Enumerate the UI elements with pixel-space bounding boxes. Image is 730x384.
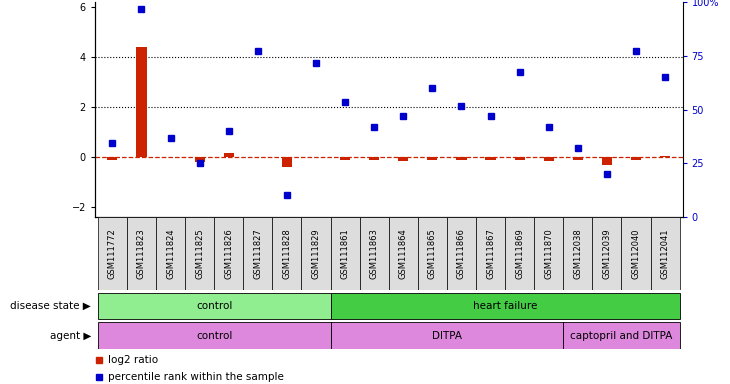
Text: agent ▶: agent ▶ <box>50 331 91 341</box>
Text: GSM111825: GSM111825 <box>195 228 204 279</box>
Bar <box>621 217 650 290</box>
Bar <box>515 157 525 160</box>
Bar <box>389 217 418 290</box>
Text: GSM111824: GSM111824 <box>166 228 175 279</box>
Bar <box>485 157 496 160</box>
Text: GSM112038: GSM112038 <box>573 228 583 279</box>
Text: control: control <box>196 301 232 311</box>
Bar <box>564 217 592 290</box>
Text: GDS2174 / 12035: GDS2174 / 12035 <box>95 0 206 1</box>
Text: GSM111863: GSM111863 <box>369 228 379 279</box>
Bar <box>98 322 331 349</box>
Bar <box>592 217 621 290</box>
Bar <box>427 157 437 160</box>
Bar <box>447 217 476 290</box>
Bar <box>331 293 680 319</box>
Bar <box>331 217 360 290</box>
Bar <box>272 217 301 290</box>
Bar <box>282 157 292 167</box>
Bar <box>505 217 534 290</box>
Bar <box>331 322 564 349</box>
Bar <box>650 217 680 290</box>
Bar <box>156 217 185 290</box>
Bar <box>369 157 380 160</box>
Text: GSM111829: GSM111829 <box>312 228 320 279</box>
Text: GSM111823: GSM111823 <box>137 228 146 279</box>
Text: GSM111861: GSM111861 <box>341 228 350 279</box>
Bar <box>631 157 641 160</box>
Bar <box>398 157 408 161</box>
Bar <box>418 217 447 290</box>
Bar <box>360 217 389 290</box>
Text: control: control <box>196 331 232 341</box>
Bar <box>476 217 505 290</box>
Bar <box>223 154 234 157</box>
Text: GSM111865: GSM111865 <box>428 228 437 279</box>
Bar <box>456 157 466 160</box>
Text: GSM111866: GSM111866 <box>457 228 466 279</box>
Text: heart failure: heart failure <box>473 301 537 311</box>
Bar <box>243 217 272 290</box>
Bar <box>107 157 118 160</box>
Text: percentile rank within the sample: percentile rank within the sample <box>108 372 283 382</box>
Text: GSM111869: GSM111869 <box>515 228 524 279</box>
Text: captopril and DITPA: captopril and DITPA <box>570 331 672 341</box>
Text: GSM111828: GSM111828 <box>283 228 291 279</box>
Text: log2 ratio: log2 ratio <box>108 355 158 365</box>
Bar <box>98 217 127 290</box>
Bar <box>340 157 350 160</box>
Text: GSM112041: GSM112041 <box>661 228 669 279</box>
Text: GSM111826: GSM111826 <box>224 228 233 279</box>
Bar <box>564 322 680 349</box>
Bar <box>137 47 147 157</box>
Bar <box>301 217 331 290</box>
Bar <box>573 157 583 160</box>
Text: DITPA: DITPA <box>432 331 462 341</box>
Bar <box>660 156 670 157</box>
Text: GSM111827: GSM111827 <box>253 228 262 279</box>
Bar <box>127 217 156 290</box>
Bar <box>602 157 612 165</box>
Text: GSM111870: GSM111870 <box>545 228 553 279</box>
Bar <box>534 217 564 290</box>
Text: disease state ▶: disease state ▶ <box>10 301 91 311</box>
Text: GSM111864: GSM111864 <box>399 228 408 279</box>
Text: GSM112040: GSM112040 <box>631 228 640 279</box>
Text: GSM111772: GSM111772 <box>108 228 117 279</box>
Bar <box>544 157 554 161</box>
Bar <box>194 157 204 162</box>
Bar <box>214 217 243 290</box>
Bar <box>98 293 331 319</box>
Text: GSM111867: GSM111867 <box>486 228 495 279</box>
Text: GSM112039: GSM112039 <box>602 228 612 279</box>
Bar <box>185 217 214 290</box>
